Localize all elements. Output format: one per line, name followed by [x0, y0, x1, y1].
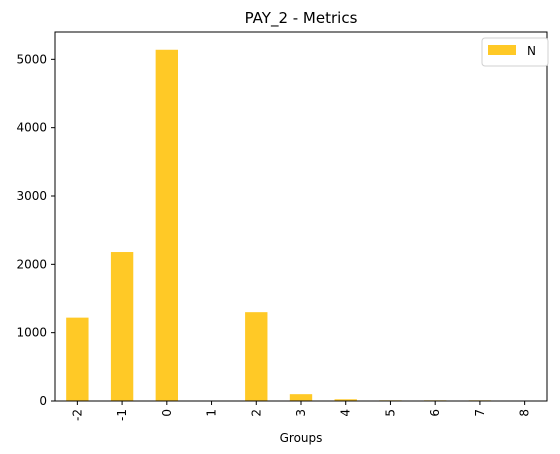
x-tick-label-0: 0 [160, 409, 174, 417]
x-axis-label: Groups [280, 431, 323, 445]
x-axis: -2 -1 0 1 2 3 4 5 6 7 8 [70, 401, 532, 421]
y-tick-label-1000: 1000 [16, 326, 47, 340]
x-tick-label-2: 2 [249, 409, 263, 417]
chart-title: PAY_2 - Metrics [245, 9, 358, 28]
bar-3 [289, 394, 313, 401]
x-tick-label--1: -1 [115, 409, 129, 421]
x-tick-label-4: 4 [339, 409, 353, 417]
plot-frame [54, 31, 548, 402]
x-tick-label-7: 7 [473, 409, 487, 417]
legend-label: N [527, 44, 536, 58]
bar--2 [66, 317, 89, 401]
x-tick-label-5: 5 [383, 409, 397, 417]
bar--1 [110, 252, 134, 401]
x-tick-label-8: 8 [518, 409, 532, 417]
y-tick-label-5000: 5000 [16, 52, 47, 66]
legend: N [481, 37, 549, 67]
y-tick-label-3000: 3000 [16, 189, 47, 203]
legend-swatch [488, 45, 516, 55]
x-tick-label-6: 6 [428, 409, 442, 417]
x-tick-label-1: 1 [205, 409, 219, 417]
y-tick-label-0: 0 [39, 394, 47, 408]
y-tick-label-2000: 2000 [16, 257, 47, 271]
bar-4 [334, 399, 357, 401]
bars [66, 49, 492, 402]
y-axis: 0 1000 2000 3000 4000 5000 [16, 52, 55, 408]
x-tick-label--2: -2 [70, 409, 84, 421]
x-tick-label-3: 3 [294, 409, 308, 417]
bar-2 [245, 312, 268, 401]
y-tick-label-4000: 4000 [16, 121, 47, 135]
bar-0 [155, 49, 178, 402]
